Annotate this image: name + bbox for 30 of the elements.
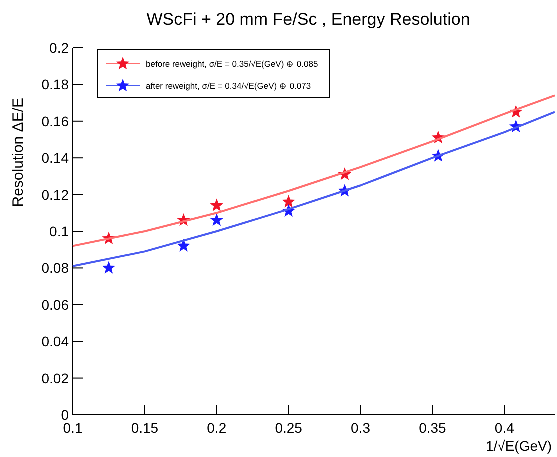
y-tick-label: 0.08 bbox=[42, 260, 70, 276]
point bbox=[210, 213, 224, 226]
point bbox=[102, 261, 116, 274]
y-tick-label: 0.06 bbox=[42, 296, 70, 313]
line-series bbox=[72, 94, 556, 248]
x-tick-label: 0.25 bbox=[275, 420, 303, 436]
line-series bbox=[72, 111, 556, 268]
point bbox=[177, 239, 190, 252]
x-tick-label: 0.3 bbox=[351, 420, 371, 436]
x-tick-label: 0.35 bbox=[419, 420, 447, 436]
chart-title: WScFi + 20 mm Fe/Sc , Energy Resolution bbox=[146, 10, 470, 29]
point bbox=[210, 198, 224, 212]
y-tick-label: 0.12 bbox=[42, 186, 70, 203]
y-axis-title: Resolution ΔE/E bbox=[10, 98, 27, 208]
x-axis-title: 1/√E(GeV) bbox=[486, 438, 552, 454]
y-tick-label: 0.2 bbox=[50, 40, 70, 56]
point bbox=[282, 195, 296, 208]
y-tick-label: 0.16 bbox=[42, 113, 70, 130]
x-tick-label: 0.2 bbox=[207, 420, 227, 436]
y-tick-label: 0.1 bbox=[50, 224, 70, 240]
x-tick-label: 0.4 bbox=[494, 420, 515, 436]
x-tick-label: 0.1 bbox=[63, 420, 83, 436]
x-tick-label: 0.15 bbox=[131, 420, 159, 436]
legend-label: after reweight, σ/E = 0.34/√E(GeV) ⊕ 0.073 bbox=[146, 81, 312, 91]
y-tick-label: 0.04 bbox=[42, 334, 70, 350]
y-tick-label: 0.14 bbox=[42, 150, 70, 166]
y-tick-label: 0.02 bbox=[42, 370, 70, 386]
y-tick-label: 0.18 bbox=[42, 76, 70, 93]
y-tick-label: 0 bbox=[61, 407, 70, 423]
legend-label: before reweight, σ/E = 0.35/√E(GeV) ⊕ 0.085 bbox=[146, 59, 318, 69]
